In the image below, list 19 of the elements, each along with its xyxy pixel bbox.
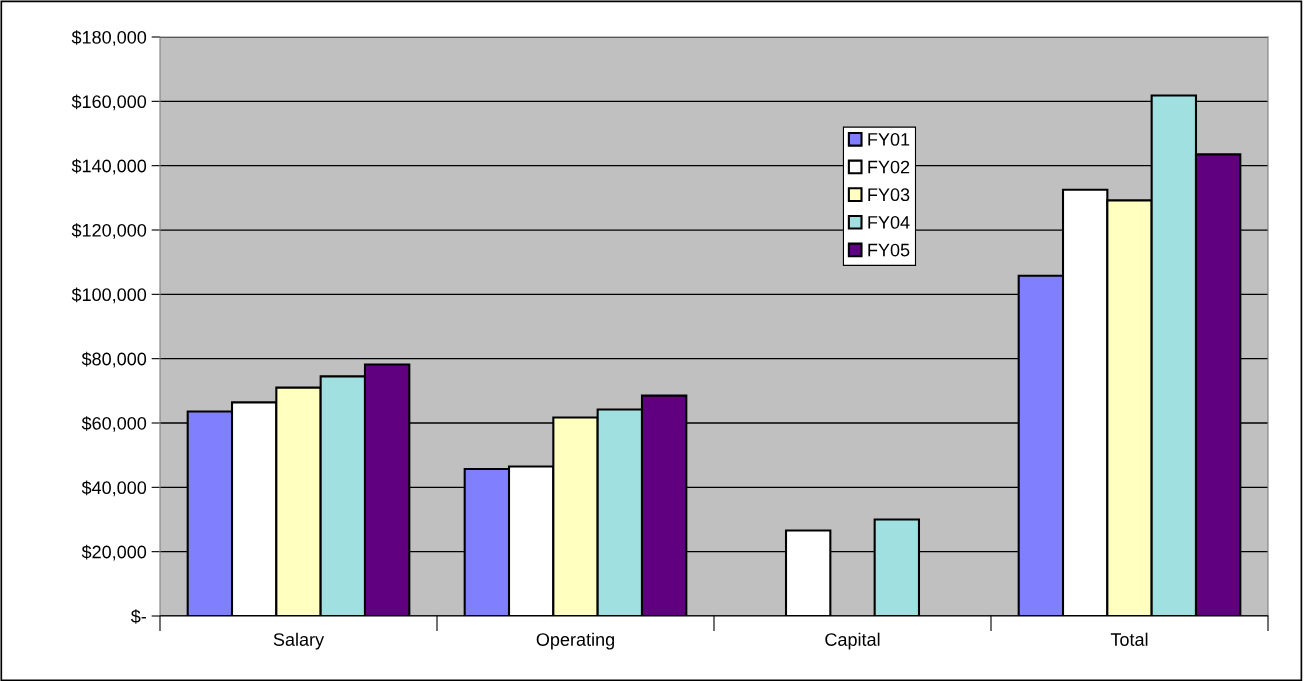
- y-tick-label: $160,000: [71, 94, 147, 111]
- y-tick-label: $80,000: [81, 351, 147, 368]
- y-tick-label: $140,000: [71, 158, 147, 175]
- legend-label: FY03: [868, 188, 910, 202]
- y-tick-label: $100,000: [71, 287, 147, 304]
- y-tick-label: $180,000: [71, 30, 147, 46]
- legend-label: FY05: [868, 243, 910, 257]
- y-tick-label: $-: [130, 609, 147, 624]
- legend-label: FY02: [868, 160, 910, 174]
- x-tick-label: Operating: [536, 632, 614, 650]
- legend-label: FY04: [868, 215, 910, 229]
- y-tick-label: $60,000: [81, 416, 147, 432]
- legend-label: FY01: [868, 132, 910, 146]
- y-tick-label: $40,000: [81, 480, 147, 497]
- x-tick-label: Total: [1110, 632, 1148, 646]
- x-tick-label: Salary: [273, 632, 325, 650]
- y-tick-label: $20,000: [81, 544, 147, 561]
- y-tick-label: $120,000: [71, 223, 147, 239]
- x-tick-label: Capital: [825, 632, 880, 650]
